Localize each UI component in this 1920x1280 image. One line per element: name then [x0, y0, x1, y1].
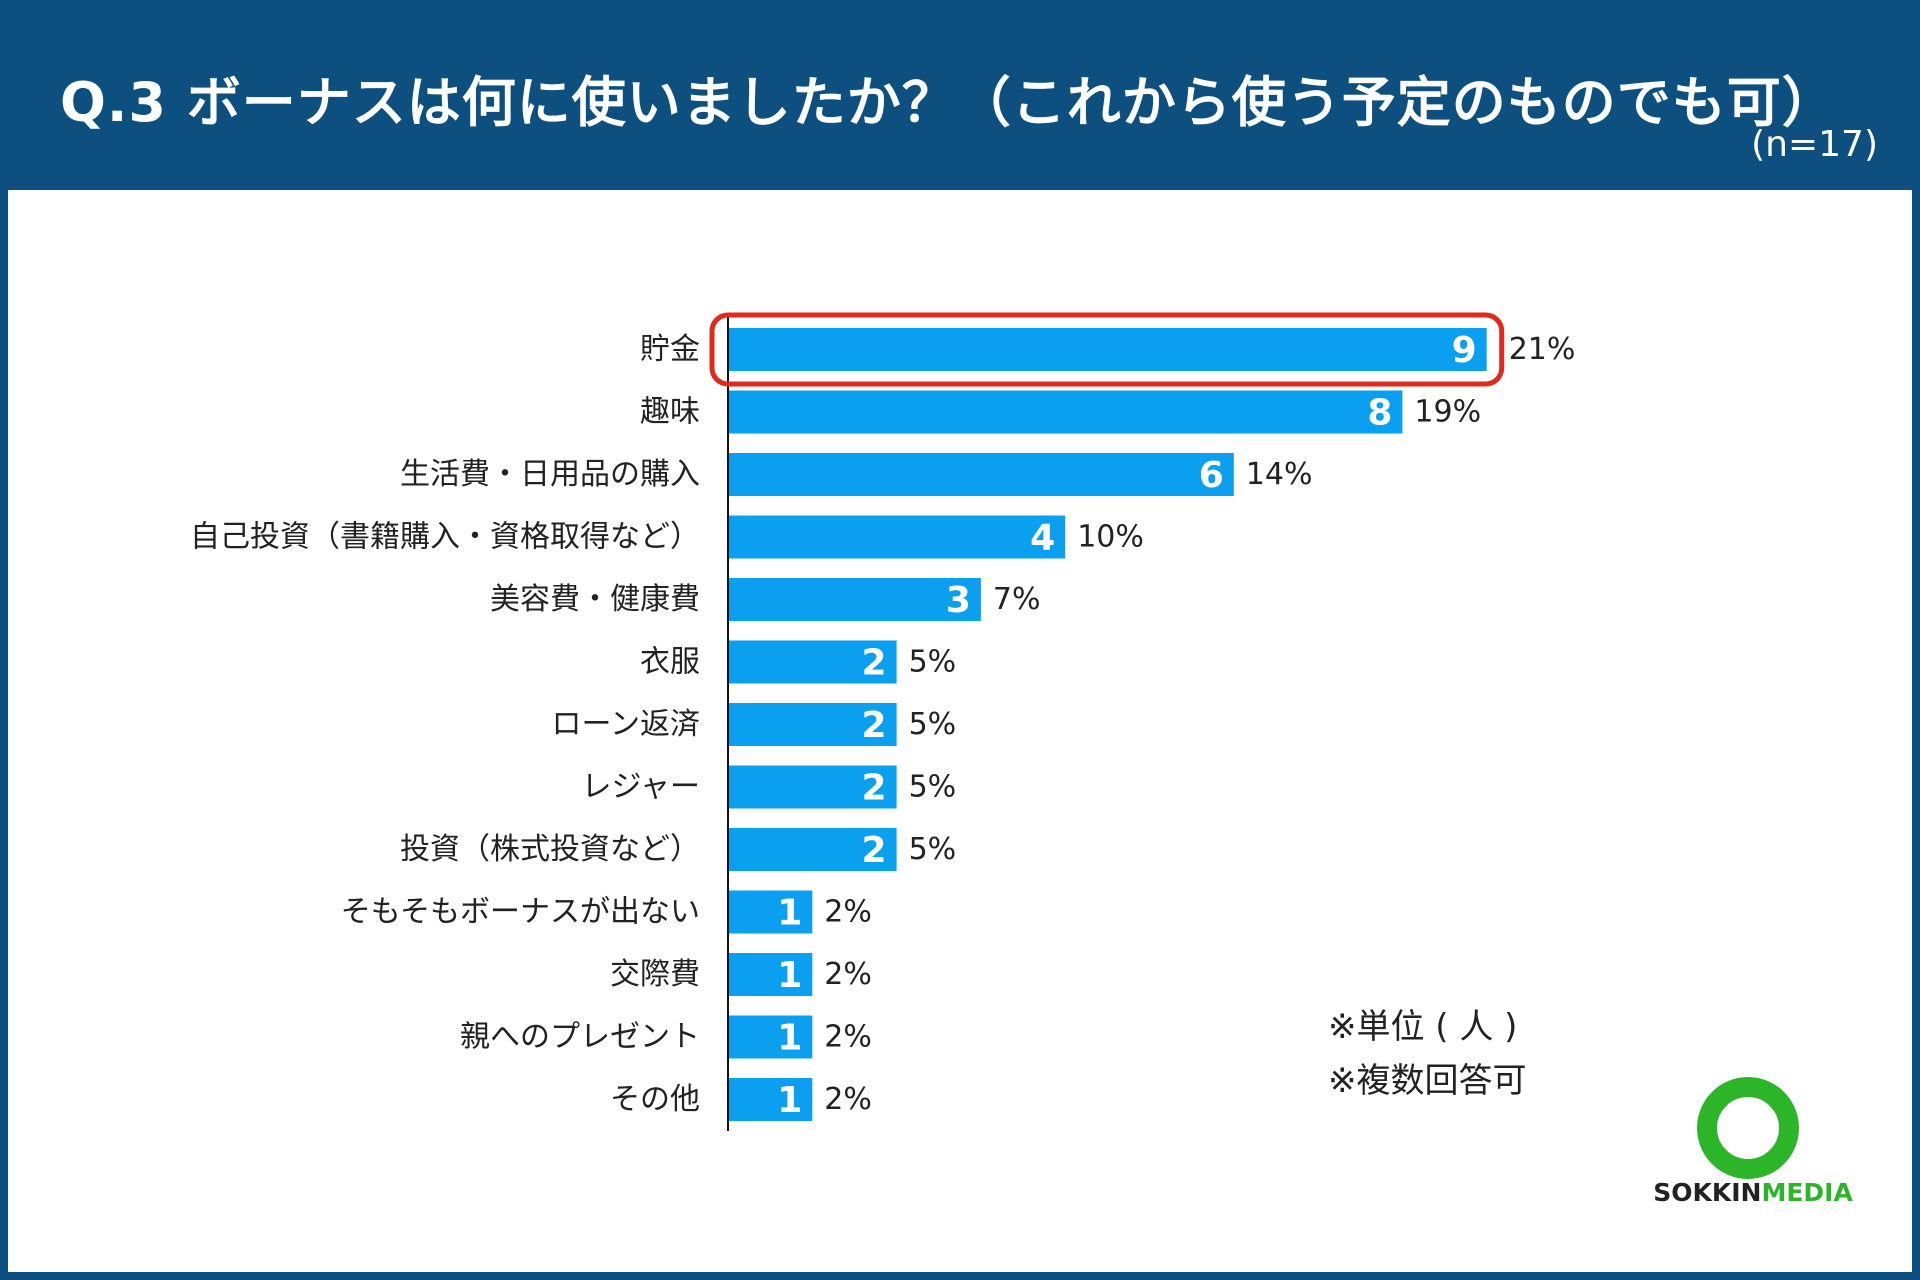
chart-notes: ※単位 ( 人 ) ※複数回答可 — [1328, 1000, 1527, 1108]
bar-13 — [728, 1078, 813, 1121]
bar-3 — [728, 453, 1234, 496]
category-label-3: 生活費・日用品の購入 — [400, 457, 700, 492]
category-label-7: ローン返済 — [552, 707, 701, 742]
bar-value-9: 2 — [862, 830, 887, 871]
bar-5 — [728, 578, 981, 621]
category-label-9: 投資（株式投資など） — [400, 832, 700, 867]
percent-label-5: 7% — [993, 582, 1041, 617]
highlight-outline — [709, 312, 1505, 387]
bar-8 — [728, 765, 897, 809]
brand-logo-text: SOKKINMEDIA — [1648, 1178, 1858, 1207]
percent-label-10: 2% — [824, 895, 872, 930]
category-label-10: そもそもボーナスが出ない — [341, 895, 700, 930]
category-label-1: 貯金 — [640, 332, 700, 367]
sample-size: (n=17) — [1751, 124, 1878, 165]
bar-value-13: 1 — [777, 1080, 802, 1121]
percent-label-11: 2% — [824, 957, 872, 992]
multiple-answer-note: ※複数回答可 — [1328, 1061, 1527, 1101]
bar-10 — [728, 890, 813, 934]
category-label-4: 自己投資（書籍購入・資格取得など） — [190, 520, 700, 555]
percent-label-8: 5% — [909, 770, 957, 805]
unit-note: ※単位 ( 人 ) — [1328, 1007, 1518, 1047]
percent-label-4: 10% — [1077, 520, 1144, 555]
category-label-2: 趣味 — [640, 395, 700, 430]
brand-logo-text-media: MEDIA — [1761, 1178, 1853, 1207]
chart-title: Q.3 ボーナスは何に使いましたか？（これから使う予定のものでも可） — [60, 71, 1837, 134]
bar-4 — [728, 515, 1066, 559]
percent-label-12: 2% — [824, 1020, 872, 1055]
percent-label-2: 19% — [1414, 395, 1481, 430]
bar-value-3: 6 — [1199, 455, 1224, 496]
bar-chart: 貯金 9 21% 趣味 8 19% 生活費・日用品の購入 6 14% 自己投資（書籍購入・資格取得… — [190, 312, 1576, 1131]
category-label-13: その他 — [610, 1082, 700, 1117]
bar-12 — [728, 1015, 813, 1059]
bar-value-2: 8 — [1367, 393, 1392, 434]
bar-value-8: 2 — [862, 768, 887, 809]
bar-value-1: 9 — [1452, 330, 1477, 371]
bar-value-4: 4 — [1030, 518, 1055, 559]
percent-label-9: 5% — [909, 832, 957, 867]
bar-value-5: 3 — [946, 580, 971, 621]
bar-6 — [728, 640, 897, 684]
category-label-6: 衣服 — [640, 645, 700, 680]
category-label-12: 親へのプレゼント — [460, 1020, 700, 1055]
percent-label-13: 2% — [824, 1082, 872, 1117]
bar-value-11: 1 — [777, 955, 802, 996]
bar-9 — [728, 828, 897, 871]
bar-value-7: 2 — [862, 705, 887, 746]
category-label-5: 美容費・健康費 — [490, 582, 700, 617]
bar-value-10: 1 — [777, 893, 802, 934]
brand-logo-text-sokkin: SOKKIN — [1653, 1178, 1762, 1207]
chart-panel: 貯金 9 21% 趣味 8 19% 生活費・日用品の購入 6 14% 自己投資（書籍購入・資格取得… — [8, 190, 1912, 1272]
bar-11 — [728, 953, 813, 996]
category-label-8: レジャー — [582, 770, 701, 805]
percent-label-6: 5% — [909, 645, 957, 680]
bar-7 — [728, 703, 897, 746]
bar-2 — [728, 390, 1403, 434]
bar-value-6: 2 — [862, 643, 887, 684]
bar-1 — [728, 328, 1487, 371]
bar-value-12: 1 — [777, 1018, 802, 1059]
percent-label-3: 14% — [1246, 457, 1313, 492]
logo-ring-icon — [1697, 1077, 1799, 1179]
percent-label-7: 5% — [909, 707, 957, 742]
category-label-11: 交際費 — [610, 957, 700, 992]
percent-label-1: 21% — [1509, 332, 1576, 367]
